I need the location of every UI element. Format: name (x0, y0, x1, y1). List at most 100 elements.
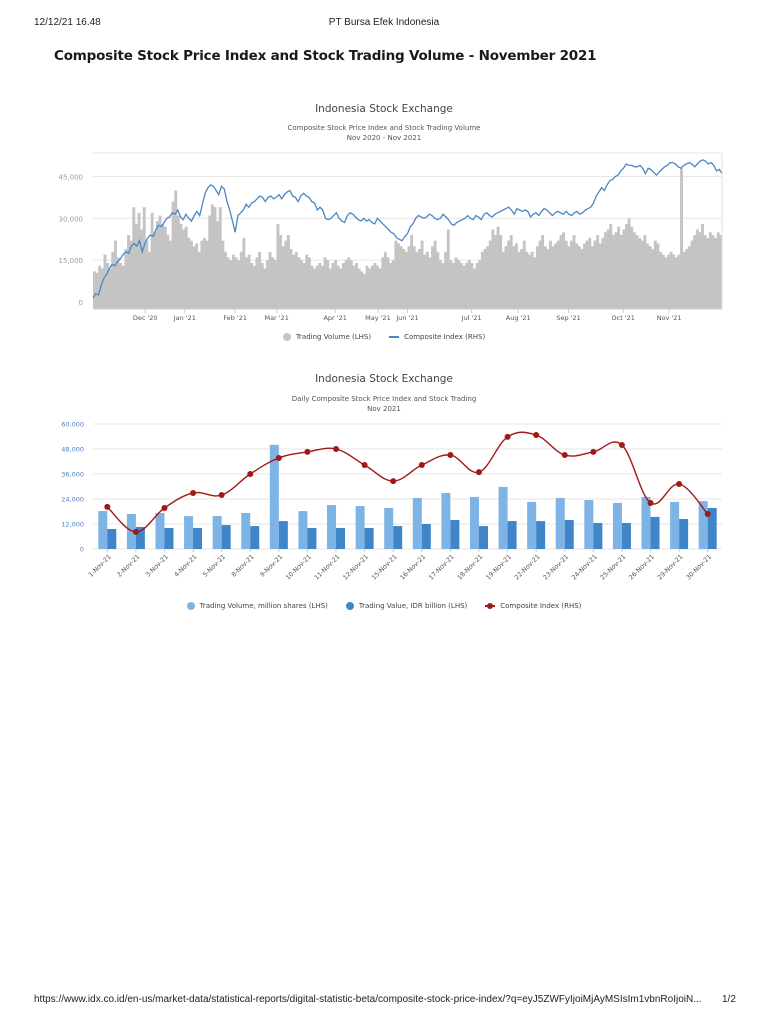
trading-volume-bar[interactable] (126, 514, 136, 549)
trading-volume-bar[interactable] (441, 492, 451, 549)
trading-value-bar[interactable] (536, 521, 546, 549)
x-tick-label: 11-Nov-21 (313, 553, 341, 581)
trading-volume-bar[interactable] (327, 505, 337, 549)
trading-volume-bar[interactable] (412, 497, 422, 549)
composite-index-point[interactable] (561, 452, 568, 459)
trading-value-bar[interactable] (650, 516, 660, 549)
legend-item-trading-volume[interactable]: Trading Volume (LHS) (282, 333, 371, 341)
volume-bar (370, 265, 374, 309)
trading-value-bar[interactable] (621, 522, 631, 549)
composite-index-point[interactable] (161, 504, 168, 511)
trading-volume-bar[interactable] (355, 506, 365, 549)
trading-value-bar[interactable] (250, 526, 260, 549)
trading-value-bar[interactable] (336, 527, 346, 549)
trading-volume-bar[interactable] (298, 511, 308, 549)
volume-bar (326, 260, 330, 309)
trading-value-bar[interactable] (478, 526, 488, 549)
trading-volume-bar[interactable] (641, 496, 651, 549)
composite-index-point[interactable] (504, 433, 511, 440)
y-tick-label: 60,000 (61, 421, 84, 429)
x-tick-label: 24-Nov-21 (571, 553, 599, 581)
composite-index-point[interactable] (190, 489, 197, 496)
trading-value-bar[interactable] (593, 522, 603, 549)
trading-value-bar[interactable] (450, 520, 460, 549)
trading-volume-bar[interactable] (98, 511, 108, 549)
trading-value-bar[interactable] (221, 525, 231, 549)
trading-value-bar[interactable] (393, 526, 403, 549)
trading-volume-bar[interactable] (469, 496, 479, 549)
composite-index-point[interactable] (447, 452, 454, 459)
legend-label: Composite Index (RHS) (500, 602, 582, 610)
composite-index-point[interactable] (361, 462, 368, 469)
volume-bar (229, 260, 233, 309)
trading-value-bar[interactable] (707, 507, 717, 549)
trading-value-bar[interactable] (278, 521, 288, 549)
trading-volume-bar[interactable] (269, 444, 279, 549)
composite-index-point[interactable] (247, 471, 254, 477)
volume-bar (438, 260, 442, 309)
composite-index-point[interactable] (647, 499, 654, 506)
volume-bar (674, 257, 678, 309)
composite-index-point[interactable] (275, 454, 282, 461)
volume-bar (417, 249, 421, 309)
volume-bar (507, 240, 511, 309)
composite-index-point[interactable] (333, 446, 340, 452)
trading-value-bar[interactable] (507, 521, 517, 549)
volume-bar (331, 262, 335, 309)
trading-value-bar[interactable] (421, 524, 431, 549)
trading-volume-bar[interactable] (670, 501, 680, 549)
trading-value-bar[interactable] (164, 527, 174, 549)
volume-bar (197, 251, 201, 309)
composite-index-point[interactable] (618, 442, 625, 449)
volume-bar (614, 232, 618, 309)
trading-volume-bar[interactable] (698, 501, 708, 549)
x-tick-label: 15-Nov-21 (371, 553, 399, 581)
chart1-plot[interactable]: 0 15,000 30,000 45,000 Dec '20 Jan '21 Feb '21… (0, 0, 768, 340)
trading-value-bar[interactable] (107, 529, 117, 549)
trading-volume-bar[interactable] (212, 516, 222, 549)
composite-index-point[interactable] (590, 448, 597, 455)
volume-bar (410, 235, 414, 309)
trading-volume-bar[interactable] (498, 486, 508, 549)
composite-index-point[interactable] (676, 481, 683, 487)
composite-index-point[interactable] (218, 492, 225, 499)
trading-volume-bar[interactable] (384, 507, 394, 549)
volume-bar (517, 251, 521, 309)
legend-item-trading-volume[interactable]: Trading Volume, million shares (LHS) (186, 602, 328, 610)
composite-index-point[interactable] (390, 478, 397, 485)
trading-volume-bar[interactable] (584, 500, 594, 549)
volume-bar (572, 235, 576, 309)
volume-bar (258, 251, 262, 309)
trading-value-bar[interactable] (679, 519, 689, 549)
volume-bar (701, 223, 704, 309)
volume-bar (111, 251, 115, 309)
trading-value-bar[interactable] (135, 526, 145, 549)
legend-item-composite-index[interactable]: Composite Index (RHS) (485, 602, 581, 610)
trading-volume-bar[interactable] (612, 502, 622, 549)
composite-index-point[interactable] (104, 503, 111, 510)
volume-bar (549, 240, 552, 309)
composite-index-point[interactable] (475, 469, 482, 476)
trading-volume-bar[interactable] (184, 516, 194, 549)
composite-index-point[interactable] (304, 448, 311, 455)
volume-bar (622, 229, 626, 309)
trading-volume-bar[interactable] (241, 512, 251, 549)
trading-volume-bar[interactable] (155, 512, 165, 549)
volume-bar (685, 249, 689, 309)
trading-volume-bar[interactable] (527, 501, 537, 549)
composite-index-point[interactable] (418, 462, 425, 469)
legend-item-trading-value[interactable]: Trading Value, IDR billion (LHS) (345, 602, 467, 610)
trading-value-bar[interactable] (364, 527, 374, 549)
composite-index-point[interactable] (704, 511, 711, 517)
trading-value-bar[interactable] (193, 527, 203, 549)
trading-value-bar[interactable] (307, 527, 317, 549)
volume-bar (189, 240, 193, 309)
legend-item-composite-index[interactable]: Composite Index (RHS) (389, 333, 485, 341)
composite-index-point[interactable] (533, 432, 540, 439)
volume-bar (273, 260, 277, 309)
volume-bar (617, 226, 621, 309)
trading-value-bar[interactable] (564, 520, 574, 549)
trading-volume-bar[interactable] (555, 497, 565, 549)
composite-index-point[interactable] (132, 528, 139, 535)
